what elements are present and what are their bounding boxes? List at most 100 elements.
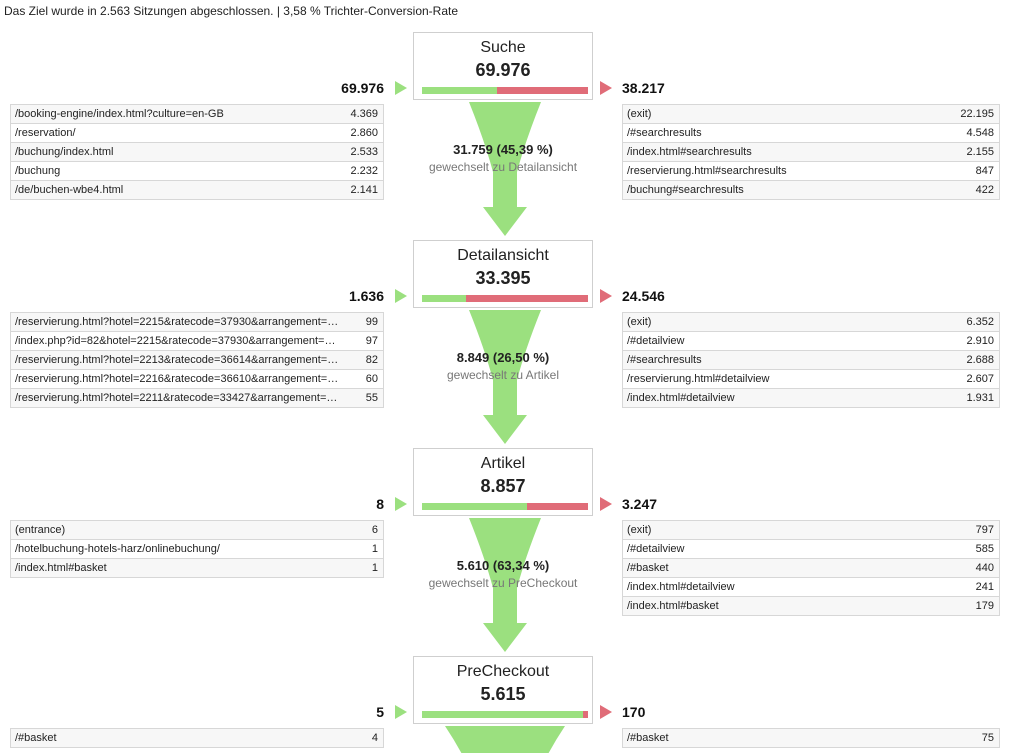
row-value: 4.548 xyxy=(966,127,994,139)
funnel-flow-arrow xyxy=(469,518,541,652)
entrances-count: 5 xyxy=(376,704,384,720)
row-page-path[interactable]: /reservation/ xyxy=(15,127,76,139)
row-page-path[interactable]: /index.php?id=82&hotel=2215&ratecode=379… xyxy=(15,335,341,347)
table-row[interactable]: (exit) 22.195 xyxy=(623,105,999,124)
table-row[interactable]: /reservierung.html?hotel=2211&ratecode=3… xyxy=(11,389,383,408)
exit-arrow-icon xyxy=(600,497,612,511)
funnel-step-box: Artikel 8.857 xyxy=(413,448,593,516)
exit-table: (exit) 22.195 /#searchresults 4.548/index.h… xyxy=(622,104,1000,200)
row-page-path[interactable]: /#searchresults xyxy=(627,354,702,366)
table-row[interactable]: /#basket 4 xyxy=(11,729,383,748)
table-row[interactable]: /de/buchen-wbe4.html 2.141 xyxy=(11,181,383,200)
row-page-path[interactable]: /reservierung.html?hotel=2211&ratecode=3… xyxy=(15,392,341,404)
entrances-count: 8 xyxy=(376,496,384,512)
entrance-arrow-icon xyxy=(395,497,407,511)
row-page-path[interactable]: /buchung#searchresults xyxy=(627,184,744,196)
row-page-path[interactable]: /index.html#detailview xyxy=(627,392,735,404)
entrance-table: (entrance) 6/hotelbuchung-hotels-harz/onl… xyxy=(10,520,384,578)
table-row[interactable]: (exit) 6.352 xyxy=(623,313,999,332)
row-page-path[interactable]: /reservierung.html?hotel=2216&ratecode=3… xyxy=(15,373,341,385)
table-row[interactable]: /#detailview 2.910 xyxy=(623,332,999,351)
row-page-path[interactable]: /reservierung.html?hotel=2213&ratecode=3… xyxy=(15,354,341,366)
row-page-path[interactable]: /index.html#searchresults xyxy=(627,146,752,158)
row-page-path[interactable]: (entrance) xyxy=(15,524,66,536)
entrance-table: /booking-engine/index.html?culture=en-GB… xyxy=(10,104,384,200)
row-value: 2.141 xyxy=(350,184,378,196)
row-value: 2.688 xyxy=(966,354,994,366)
row-page-path[interactable]: /index.html#detailview xyxy=(627,581,735,593)
table-row[interactable]: (exit) 797 xyxy=(623,521,999,540)
exit-arrow-icon xyxy=(600,81,612,95)
table-row[interactable]: /buchung/index.html 2.533 xyxy=(11,143,383,162)
row-page-path[interactable]: /hotelbuchung-hotels-harz/onlinebuchung/ xyxy=(15,543,220,555)
table-row[interactable]: /index.php?id=82&hotel=2215&ratecode=379… xyxy=(11,332,383,351)
conversion-value: 8.849 (26,50 %) xyxy=(456,350,550,365)
proceed-bar-fill xyxy=(422,711,584,718)
exit-arrow-icon xyxy=(600,705,612,719)
funnel-step-box: Suche 69.976 xyxy=(413,32,593,100)
row-value: 2.910 xyxy=(966,335,994,347)
row-page-path[interactable]: /#detailview xyxy=(627,335,685,347)
table-row[interactable]: /reservation/2.860 xyxy=(11,124,383,143)
row-page-path[interactable]: /index.html#basket xyxy=(627,600,719,612)
row-page-path[interactable]: /reservierung.html#searchresults xyxy=(627,165,787,177)
row-value: 1 xyxy=(371,562,378,574)
table-row[interactable]: /#basket 75 xyxy=(623,729,999,748)
proceed-bar-fill xyxy=(422,87,498,94)
table-row[interactable]: /index.html#basket 1 xyxy=(11,559,383,578)
table-row[interactable]: /reservierung.html?hotel=2216&ratecode=3… xyxy=(11,370,383,389)
row-page-path[interactable]: /reservierung.html?hotel=2215&ratecode=3… xyxy=(15,316,341,328)
row-value: 4 xyxy=(371,732,378,744)
funnel-step-box: Detailansicht 33.395 xyxy=(413,240,593,308)
proceed-bar xyxy=(422,711,588,718)
table-row[interactable]: /index.html#basket 179 xyxy=(623,597,999,616)
row-page-path[interactable]: /#searchresults xyxy=(627,127,702,139)
table-row[interactable]: /index.html#detailview 1.931 xyxy=(623,389,999,408)
entrance-arrow-icon xyxy=(395,705,407,719)
row-page-path[interactable]: /#basket xyxy=(627,732,669,744)
table-row[interactable]: /hotelbuchung-hotels-harz/onlinebuchung/… xyxy=(11,540,383,559)
row-value: 241 xyxy=(975,581,994,593)
table-row[interactable]: /#searchresults 4.548 xyxy=(623,124,999,143)
exits-count: 38.217 xyxy=(622,80,665,96)
row-page-path[interactable]: /#basket xyxy=(627,562,669,574)
step-name: PreCheckout xyxy=(456,663,550,680)
row-page-path[interactable]: (exit) xyxy=(627,316,652,328)
row-page-path[interactable]: /booking-engine/index.html?culture=en-GB xyxy=(15,108,224,120)
row-page-path[interactable]: /index.html#basket xyxy=(15,562,107,574)
row-value: 179 xyxy=(975,600,994,612)
step-name: Suche xyxy=(480,39,526,56)
conversion-label: gewechselt zu Detailansicht xyxy=(428,160,578,174)
row-page-path[interactable]: /de/buchen-wbe4.html xyxy=(15,184,124,196)
row-value: 2.155 xyxy=(966,146,994,158)
row-page-path[interactable]: /buchung xyxy=(15,165,61,177)
table-row[interactable]: /reservierung.html#detailview 2.607 xyxy=(623,370,999,389)
entrances-count: 1.636 xyxy=(348,288,384,304)
row-page-path[interactable]: (exit) xyxy=(627,108,652,120)
table-row[interactable]: /#searchresults 2.688 xyxy=(623,351,999,370)
conversion-label: gewechselt zu Artikel xyxy=(446,368,560,382)
proceed-bar xyxy=(422,87,588,94)
table-row[interactable]: /booking-engine/index.html?culture=en-GB… xyxy=(11,105,383,124)
funnel-flow-arrow xyxy=(469,310,541,444)
table-row[interactable]: /reservierung.html#searchresults 847 xyxy=(623,162,999,181)
row-page-path[interactable]: /#basket xyxy=(15,732,57,744)
row-page-path[interactable]: /#detailview xyxy=(627,543,685,555)
table-row[interactable]: /buchung#searchresults 422 xyxy=(623,181,999,200)
table-row[interactable]: /reservierung.html?hotel=2213&ratecode=3… xyxy=(11,351,383,370)
exit-table: (exit) 797 /#detailview 585 /#basket 440/inde… xyxy=(622,520,1000,616)
table-row[interactable]: (entrance) 6 xyxy=(11,521,383,540)
row-page-path[interactable]: /buchung/index.html xyxy=(15,146,114,158)
table-row[interactable]: /reservierung.html?hotel=2215&ratecode=3… xyxy=(11,313,383,332)
row-value: 847 xyxy=(975,165,994,177)
table-row[interactable]: /#basket 440 xyxy=(623,559,999,578)
exits-count: 170 xyxy=(622,704,646,720)
row-page-path[interactable]: (exit) xyxy=(627,524,652,536)
row-page-path[interactable]: /reservierung.html#detailview xyxy=(627,373,770,385)
exits-count: 24.546 xyxy=(622,288,665,304)
table-row[interactable]: /index.html#detailview 241 xyxy=(623,578,999,597)
table-row[interactable]: /#detailview 585 xyxy=(623,540,999,559)
table-row[interactable]: /buchung 2.232 xyxy=(11,162,383,181)
table-row[interactable]: /index.html#searchresults 2.155 xyxy=(623,143,999,162)
